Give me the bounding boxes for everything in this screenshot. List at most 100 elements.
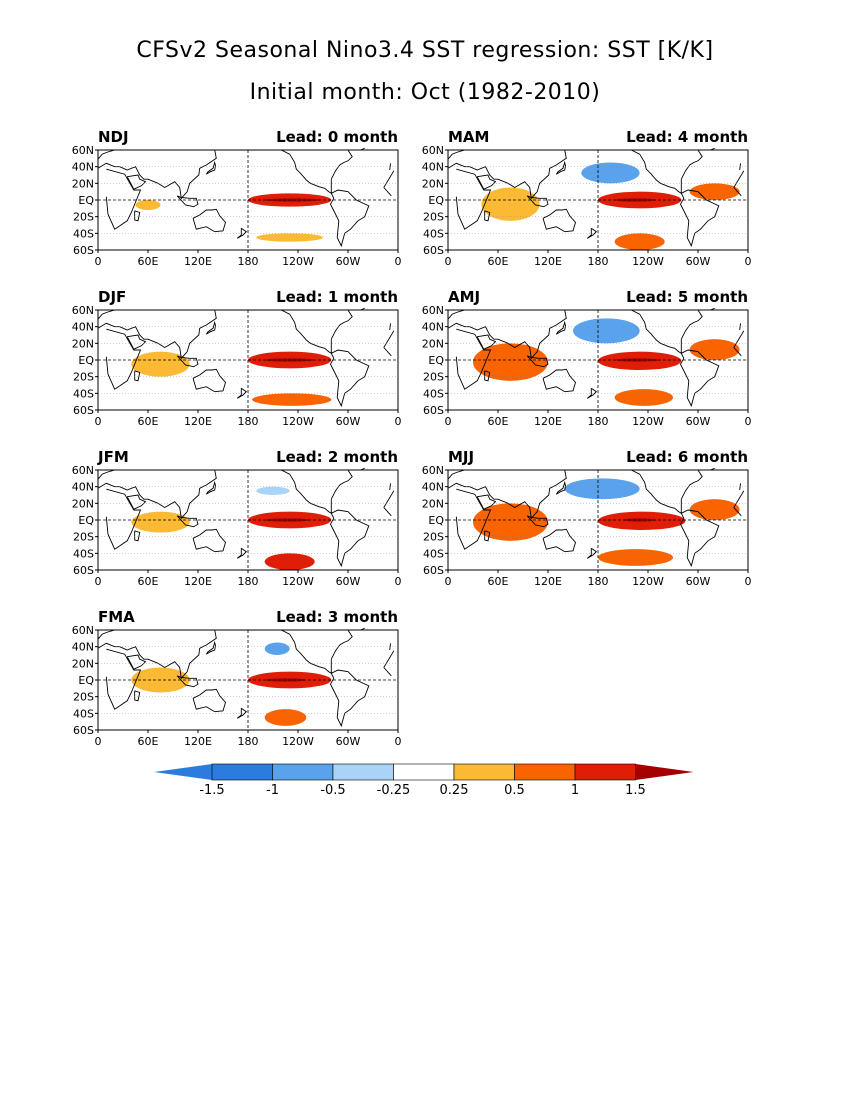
coastline [205,160,216,175]
shaded-region [256,486,290,495]
colorbar-label: 1 [571,783,579,798]
shaded-region [473,503,548,541]
x-tick-label: 60E [138,415,159,428]
coastline [329,669,370,728]
panel-djf: DJF Lead: 1 month 60N 40N 20N EQ 20S 40S 60S 0 6… [72,288,418,438]
y-tick-label: 40N [422,481,444,494]
y-tick-label: 40N [72,321,94,334]
y-tick-label: EQ [78,194,94,207]
y-tick-label: 60N [422,306,444,317]
coastline [176,515,199,528]
x-tick-label: 0 [395,735,402,748]
coastline [526,515,549,528]
x-tick-label: 120W [282,255,314,268]
x-tick-label: 120W [632,415,664,428]
panel-jfm: JFM Lead: 2 month 60N 40N 20N EQ 20S 40S 60S 0 6… [72,448,418,598]
coastline [192,688,227,713]
x-tick-label: 0 [445,415,452,428]
lead-label: Lead: 1 month [276,288,398,306]
y-tick-label: 60S [73,244,94,257]
y-tick-label: 20S [73,691,94,704]
x-tick-label: 120E [184,735,212,748]
y-tick-label: 20S [423,211,444,224]
colorbar-segment [272,763,334,781]
y-tick-label: 40N [422,161,444,174]
y-tick-label: 20N [72,177,94,190]
shaded-region [264,709,307,726]
coastline [205,480,216,495]
y-tick-label: 40S [73,227,94,240]
x-tick-label: 180 [238,575,259,588]
shaded-region [256,233,323,242]
x-tick-label: 180 [238,415,259,428]
coastline [631,469,703,515]
lead-label: Lead: 4 month [626,128,748,146]
y-tick-label: 60N [72,466,94,477]
x-tick-label: 0 [445,575,452,588]
coastline [476,334,497,350]
y-tick-label: 20S [423,531,444,544]
season-label: DJF [98,288,127,306]
y-tick-label: 60N [422,466,444,477]
x-tick-label: 0 [95,575,102,588]
colorbar-segment [574,763,636,781]
x-tick-label: 120W [632,255,664,268]
coastline [134,690,141,702]
y-tick-label: 40S [73,387,94,400]
coastline [586,387,598,399]
colorbar-label: -0.25 [377,783,411,798]
x-tick-label: 60E [488,255,509,268]
shaded-region [481,187,540,221]
y-tick-label: 40S [423,547,444,560]
x-tick-label: 60W [336,415,361,428]
x-tick-label: 60W [686,575,711,588]
coastline [555,320,566,335]
coastline [192,208,227,233]
shaded-region [264,198,319,202]
x-tick-label: 180 [588,255,609,268]
x-tick-label: 0 [395,575,402,588]
x-tick-label: 120W [632,575,664,588]
colorbar: -1.5 -1 -0.5 -0.25 0.25 0.5 1 1.5 [154,763,694,798]
y-tick-label: 40S [423,387,444,400]
x-tick-label: 180 [588,415,609,428]
coastline [455,328,745,390]
season-label: JFM [98,448,129,466]
panel-fma: FMA Lead: 3 month 60N 40N 20N EQ 20S 40S 60S 0 6… [72,608,418,758]
colorbar-label: -0.5 [320,783,345,798]
y-tick-label: 20S [73,531,94,544]
y-tick-label: 20N [72,657,94,670]
y-tick-label: 60N [72,626,94,637]
shaded-region [573,318,640,344]
y-tick-label: EQ [428,514,444,527]
x-tick-label: 60W [686,255,711,268]
x-tick-label: 60E [138,575,159,588]
x-tick-label: 0 [745,255,752,268]
y-tick-label: 20N [422,337,444,350]
coastline [134,530,141,542]
colorbar-segment [453,763,515,781]
coastline [542,208,577,233]
coastline [176,355,199,368]
x-tick-label: 180 [238,255,259,268]
shaded-region [473,343,548,381]
shaded-region [131,351,190,377]
coastline [484,530,491,542]
y-tick-label: 60S [423,564,444,577]
season-label: NDJ [98,128,129,146]
y-tick-label: 60N [422,146,444,157]
x-tick-label: 120E [534,255,562,268]
coastline [236,707,248,719]
y-tick-label: 40S [73,547,94,560]
coastline [134,210,141,222]
coastline [484,210,491,222]
y-tick-label: 60S [73,724,94,737]
y-tick-label: 40N [72,641,94,654]
lead-label: Lead: 6 month [626,448,748,466]
